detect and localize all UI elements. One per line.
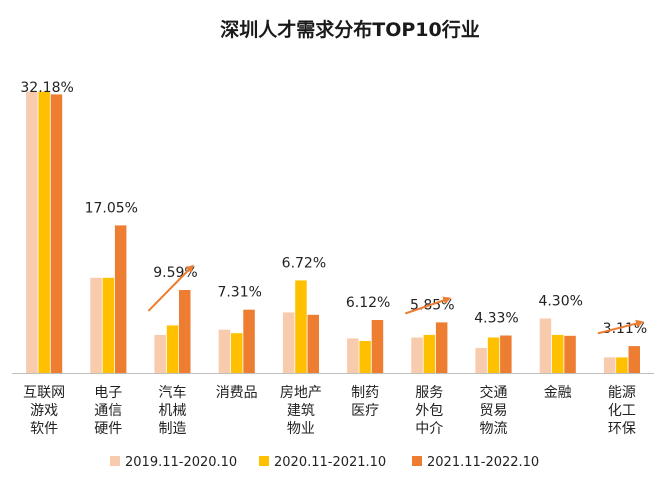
- bar-6-series-1: [347, 338, 359, 373]
- bar-3-series-1: [154, 334, 166, 373]
- bar-4-series-3: [243, 309, 255, 373]
- bar-1-series-1: [26, 91, 38, 373]
- data-label-9: 4.30%: [538, 294, 582, 310]
- trend-arrows-group: [147, 264, 644, 335]
- bar-8-series-1: [475, 347, 487, 373]
- legend-item-3: 2021.11-2022.10: [412, 455, 539, 470]
- bar-3-series-3: [179, 290, 191, 373]
- bar-10-series-1: [603, 357, 616, 373]
- category-label-2: 电子通信硬件: [94, 385, 122, 437]
- data-labels-group: 32.18%17.05%9.59%7.31%6.72%6.12% 5.85%4.3…: [20, 80, 647, 337]
- category-label-1: 互联网游戏软件: [23, 385, 65, 437]
- bar-10-series-3: [628, 346, 640, 373]
- data-label-4: 7.31%: [217, 285, 261, 301]
- category-label-4: 消费品: [216, 385, 258, 401]
- bar-9-series-2: [552, 334, 564, 373]
- bar-7-series-2: [423, 334, 436, 373]
- legend-item-1: 2019.11-2020.10: [110, 455, 237, 470]
- bar-2-series-3: [114, 225, 127, 373]
- legend-swatch-2: [259, 456, 269, 466]
- legend: 2019.11-2020.10 2020.11-2021.10 2021.11-20…: [110, 455, 539, 470]
- legend-label-2: 2020.11-2021.10: [274, 455, 386, 470]
- category-label-5: 房地产建筑物业: [280, 385, 322, 437]
- bar-4-series-1: [218, 329, 231, 373]
- bar-8-series-2: [487, 337, 500, 373]
- bar-6-series-3: [371, 320, 384, 373]
- bar-2-series-1: [90, 277, 102, 373]
- bar-2-series-2: [102, 277, 115, 373]
- category-label-8: 交通贸易物流: [480, 384, 508, 437]
- bar-1-series-2: [38, 91, 50, 373]
- category-label-7: 服务外包中介: [415, 385, 443, 437]
- bar-9-series-1: [539, 318, 552, 373]
- bar-8-series-3: [500, 335, 512, 373]
- bar-4-series-2: [231, 333, 243, 373]
- category-label-10: 能源化工环保: [608, 385, 636, 437]
- legend-label-3: 2021.11-2022.10: [427, 455, 539, 470]
- data-label-1: 32.18%: [20, 80, 73, 96]
- trend-arrow-3: [147, 264, 194, 312]
- chart-title: 深圳人才需求分布TOP10行业: [220, 18, 479, 41]
- trend-arrow-10: [597, 319, 644, 335]
- bar-5-series-1: [282, 312, 295, 373]
- category-label-3: 汽车机械制造: [159, 384, 187, 437]
- legend-item-2: 2020.11-2021.10: [259, 455, 386, 470]
- data-label-6: 6.12%: [346, 295, 390, 311]
- bar-7-series-3: [435, 322, 448, 373]
- category-label-6: 制药医疗: [351, 385, 379, 419]
- data-label-2: 17.05%: [85, 200, 138, 216]
- bar-3-series-2: [166, 325, 179, 373]
- bar-5-series-2: [295, 280, 307, 373]
- category-label-9: 金融: [544, 385, 572, 401]
- category-labels-group: 互联网游戏软件 电子通信硬件 汽车机械制造 消费品 房地产建筑物业 制药医疗 服务外包中介 交…: [23, 384, 636, 437]
- bar-5-series-3: [307, 314, 319, 373]
- data-label-5: 6.72%: [282, 255, 326, 271]
- bar-1-series-3: [50, 94, 63, 374]
- bar-6-series-2: [359, 341, 371, 373]
- bar-9-series-3: [564, 335, 576, 373]
- bar-10-series-2: [616, 357, 628, 373]
- bar-7-series-1: [411, 337, 423, 373]
- legend-swatch-3: [412, 456, 422, 466]
- legend-swatch-1: [110, 456, 120, 466]
- trend-arrow-7: [404, 296, 452, 315]
- legend-label-1: 2019.11-2020.10: [125, 455, 237, 470]
- bars-group: [26, 91, 640, 374]
- data-label-8: 4.33%: [474, 311, 518, 327]
